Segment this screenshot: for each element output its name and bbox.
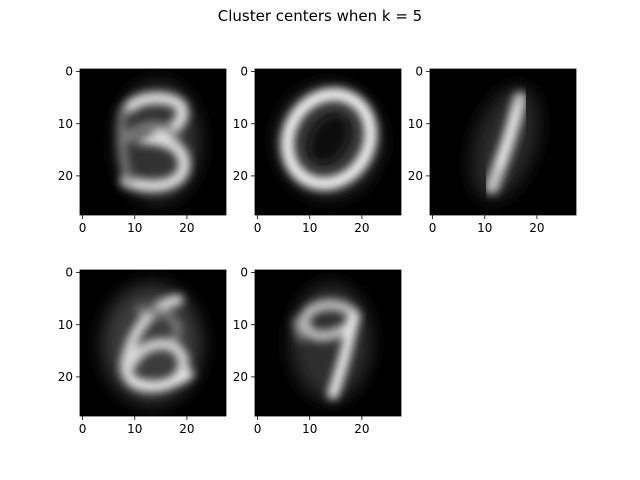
panel-4-frame xyxy=(79,269,227,417)
panel-3-image xyxy=(430,69,576,215)
y-tick-label: 10 xyxy=(58,117,73,131)
x-tick-label: 20 xyxy=(529,221,544,235)
y-tick-label: 0 xyxy=(240,65,248,79)
panel-1-frame xyxy=(79,68,227,216)
x-tick-label: 0 xyxy=(429,221,437,235)
y-tick-label: 0 xyxy=(415,65,423,79)
x-tick-label: 0 xyxy=(254,221,262,235)
y-tick-label: 20 xyxy=(58,169,73,183)
panel-1-image xyxy=(80,69,226,215)
panel-3-axes: 0 10 20 0 10 20 xyxy=(408,65,577,235)
x-tick-label: 10 xyxy=(302,221,317,235)
panel-2-frame xyxy=(254,68,402,216)
y-tick-label: 20 xyxy=(233,169,248,183)
y-tick-label: 20 xyxy=(408,169,423,183)
y-tick-label: 0 xyxy=(65,266,73,280)
panel-1-axes: 0 10 20 0 10 20 xyxy=(58,65,227,235)
panel-5-axes: 0 10 20 0 10 20 xyxy=(233,266,402,436)
y-tick-label: 0 xyxy=(65,65,73,79)
y-tick-label: 0 xyxy=(240,266,248,280)
panel-4-image xyxy=(80,270,226,416)
x-tick-label: 10 xyxy=(127,221,142,235)
y-tick-label: 10 xyxy=(408,117,423,131)
panel-2-axes: 0 10 20 0 10 20 xyxy=(233,65,402,235)
x-tick-label: 0 xyxy=(79,221,87,235)
y-tick-label: 20 xyxy=(233,370,248,384)
x-tick-label: 20 xyxy=(179,422,194,436)
x-tick-label: 10 xyxy=(477,221,492,235)
panel-4-axes: 0 10 20 0 10 20 xyxy=(58,266,227,436)
figure-title: Cluster centers when k = 5 xyxy=(217,7,423,25)
panel-3-frame xyxy=(429,68,577,216)
panel-5-image xyxy=(255,270,401,416)
y-tick-label: 10 xyxy=(233,117,248,131)
x-tick-label: 10 xyxy=(302,422,317,436)
x-tick-label: 0 xyxy=(79,422,87,436)
y-tick-label: 10 xyxy=(58,318,73,332)
y-tick-label: 20 xyxy=(58,370,73,384)
x-tick-label: 10 xyxy=(127,422,142,436)
y-tick-label: 10 xyxy=(233,318,248,332)
panel-5-frame xyxy=(254,269,402,417)
x-tick-label: 20 xyxy=(179,221,194,235)
x-tick-label: 0 xyxy=(254,422,262,436)
panel-2-image xyxy=(255,69,401,215)
x-tick-label: 20 xyxy=(354,221,369,235)
x-tick-label: 20 xyxy=(354,422,369,436)
